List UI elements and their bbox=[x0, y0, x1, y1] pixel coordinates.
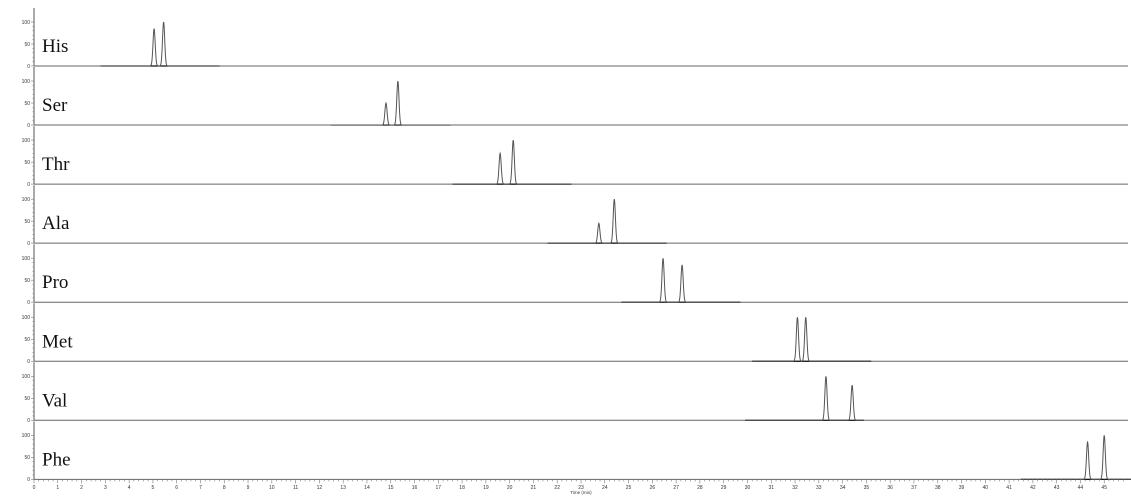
y-tick-label: 100 bbox=[22, 433, 31, 439]
x-axis-title: Time (min) bbox=[570, 490, 592, 495]
x-tick-label: 34 bbox=[840, 485, 846, 491]
x-tick-label: 20 bbox=[507, 485, 513, 491]
trace-line-met bbox=[752, 317, 872, 362]
x-tick-label: 36 bbox=[887, 485, 893, 491]
trace-label-phe: Phe bbox=[42, 449, 71, 470]
x-tick-label: 1 bbox=[56, 485, 59, 491]
x-tick-label: 14 bbox=[364, 485, 370, 491]
y-tick-label: 50 bbox=[24, 101, 30, 107]
x-tick-label: 39 bbox=[959, 485, 965, 491]
x-tick-label: 13 bbox=[340, 485, 346, 491]
y-tick-label: 50 bbox=[24, 396, 30, 402]
y-tick-label: 0 bbox=[27, 300, 30, 306]
x-tick-label: 22 bbox=[554, 485, 560, 491]
x-tick-label: 24 bbox=[602, 485, 608, 491]
y-tick-label: 0 bbox=[27, 123, 30, 129]
y-tick-label: 100 bbox=[22, 20, 31, 26]
y-tick-label: 50 bbox=[24, 160, 30, 166]
trace-label-ala: Ala bbox=[42, 213, 70, 234]
y-tick-label: 100 bbox=[22, 256, 31, 262]
trace-line-his bbox=[100, 21, 220, 67]
x-tick-label: 17 bbox=[436, 485, 442, 491]
x-tick-label: 0 bbox=[33, 485, 36, 491]
y-tick-label: 50 bbox=[24, 278, 30, 284]
x-tick-label: 23 bbox=[578, 485, 584, 491]
trace-line-phe bbox=[1020, 435, 1131, 480]
x-tick-label: 38 bbox=[935, 485, 941, 491]
x-tick-label: 28 bbox=[697, 485, 703, 491]
x-tick-label: 5 bbox=[152, 485, 155, 491]
trace-label-pro: Pro bbox=[42, 272, 68, 293]
trace-line-pro bbox=[621, 258, 741, 303]
y-tick-label: 0 bbox=[27, 64, 30, 70]
x-tick-label: 10 bbox=[269, 485, 275, 491]
y-tick-label: 0 bbox=[27, 241, 30, 247]
trace-line-thr bbox=[452, 140, 572, 185]
x-axis: 0 1 2 3 4 5 6 7 8 9 10 11 12 13 14 15 16 17 18 19 20 21 22 23 24… bbox=[33, 479, 1124, 495]
x-tick-label: 6 bbox=[175, 485, 178, 491]
x-tick-label: 2 bbox=[80, 485, 83, 491]
x-tick-label: 8 bbox=[223, 485, 226, 491]
trace-panel-thr: 0 50 100 Thr bbox=[22, 126, 1128, 188]
x-tick-label: 31 bbox=[768, 485, 774, 491]
x-tick-label: 42 bbox=[1030, 485, 1036, 491]
x-tick-label: 26 bbox=[650, 485, 656, 491]
x-tick-label: 45 bbox=[1101, 485, 1107, 491]
y-tick-label: 50 bbox=[24, 42, 30, 48]
x-tick-label: 12 bbox=[317, 485, 323, 491]
x-tick-label: 29 bbox=[721, 485, 727, 491]
y-tick-label: 0 bbox=[27, 418, 30, 424]
trace-panel-his: 0 50 100 His bbox=[22, 8, 1128, 70]
trace-label-ser: Ser bbox=[42, 95, 68, 116]
trace-label-his: His bbox=[42, 36, 68, 57]
x-tick-label: 32 bbox=[792, 485, 798, 491]
trace-line-val bbox=[745, 376, 865, 421]
y-tick-label: 100 bbox=[22, 374, 31, 380]
y-tick-label: 0 bbox=[27, 477, 30, 483]
trace-panel-met: 0 50 100 Met bbox=[22, 303, 1128, 365]
x-tick-label: 4 bbox=[128, 485, 131, 491]
y-tick-label: 100 bbox=[22, 315, 31, 321]
x-tick-label: 15 bbox=[388, 485, 394, 491]
trace-panel-ala: 0 50 100 Ala bbox=[22, 185, 1128, 247]
trace-panel-val: 0 50 100 Val bbox=[22, 362, 1128, 424]
trace-label-val: Val bbox=[42, 390, 67, 411]
x-tick-label: 27 bbox=[673, 485, 679, 491]
y-tick-label: 100 bbox=[22, 138, 31, 144]
x-tick-label: 37 bbox=[911, 485, 917, 491]
x-tick-label: 41 bbox=[1006, 485, 1012, 491]
x-tick-label: 3 bbox=[104, 485, 107, 491]
x-tick-label: 9 bbox=[247, 485, 250, 491]
trace-panel-ser: 0 50 100 Ser bbox=[22, 67, 1128, 129]
x-tick-label: 16 bbox=[412, 485, 418, 491]
y-tick-label: 100 bbox=[22, 197, 31, 203]
trace-panel-phe: 0 50 100 Phe bbox=[22, 421, 1131, 483]
trace-label-met: Met bbox=[42, 331, 73, 352]
trace-panel-pro: 0 50 100 Pro bbox=[22, 244, 1128, 306]
x-tick-label: 44 bbox=[1078, 485, 1084, 491]
y-tick-label: 100 bbox=[22, 79, 31, 85]
x-tick-label: 40 bbox=[983, 485, 989, 491]
x-tick-label: 25 bbox=[626, 485, 632, 491]
trace-line-ala bbox=[547, 199, 667, 244]
x-tick-label: 30 bbox=[745, 485, 751, 491]
y-tick-label: 50 bbox=[24, 455, 30, 461]
x-tick-label: 7 bbox=[199, 485, 202, 491]
x-tick-label: 18 bbox=[459, 485, 465, 491]
x-tick-label: 11 bbox=[293, 485, 298, 491]
x-tick-label: 33 bbox=[816, 485, 822, 491]
y-tick-label: 0 bbox=[27, 182, 30, 188]
y-tick-label: 50 bbox=[24, 219, 30, 225]
trace-line-ser bbox=[331, 80, 451, 126]
x-tick-label: 35 bbox=[864, 485, 870, 491]
x-tick-label: 21 bbox=[531, 485, 537, 491]
y-tick-label: 0 bbox=[27, 359, 30, 365]
y-tick-label: 50 bbox=[24, 337, 30, 343]
x-tick-label: 43 bbox=[1054, 485, 1060, 491]
x-tick-label: 19 bbox=[483, 485, 489, 491]
trace-label-thr: Thr bbox=[42, 154, 70, 175]
